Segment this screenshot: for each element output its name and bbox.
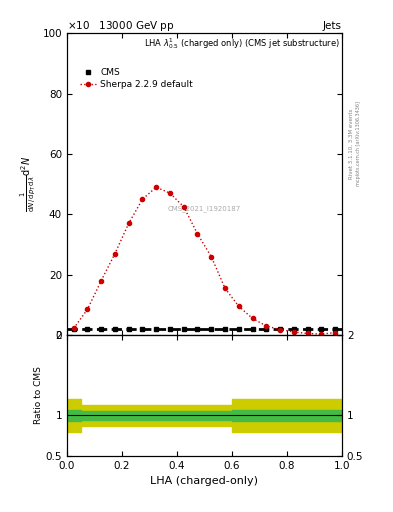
Sherpa 2.2.9 default bbox=[305, 330, 310, 336]
CMS bbox=[99, 326, 104, 332]
Sherpa 2.2.9 default bbox=[333, 330, 338, 336]
Sherpa 2.2.9 default bbox=[250, 315, 255, 322]
Text: mcplots.cern.ch [arXiv:1306.3436]: mcplots.cern.ch [arXiv:1306.3436] bbox=[356, 101, 361, 186]
CMS bbox=[305, 326, 310, 332]
Sherpa 2.2.9 default bbox=[264, 323, 269, 329]
CMS bbox=[127, 326, 131, 332]
CMS bbox=[195, 326, 200, 332]
Sherpa 2.2.9 default bbox=[237, 303, 241, 309]
CMS bbox=[333, 326, 338, 332]
CMS bbox=[278, 326, 283, 332]
Text: LHA $\lambda^{1}_{0.5}$ (charged only) (CMS jet substructure): LHA $\lambda^{1}_{0.5}$ (charged only) (… bbox=[144, 36, 340, 51]
CMS bbox=[222, 326, 227, 332]
CMS bbox=[250, 326, 255, 332]
Sherpa 2.2.9 default bbox=[278, 327, 283, 333]
CMS bbox=[182, 326, 186, 332]
Sherpa 2.2.9 default bbox=[140, 196, 145, 202]
Line: Sherpa 2.2.9 default: Sherpa 2.2.9 default bbox=[72, 185, 337, 336]
Sherpa 2.2.9 default bbox=[113, 250, 118, 257]
Sherpa 2.2.9 default bbox=[154, 184, 159, 190]
Sherpa 2.2.9 default bbox=[168, 190, 173, 196]
CMS bbox=[209, 326, 214, 332]
Legend: CMS, Sherpa 2.2.9 default: CMS, Sherpa 2.2.9 default bbox=[79, 68, 193, 89]
CMS bbox=[154, 326, 159, 332]
CMS bbox=[168, 326, 173, 332]
Y-axis label: Ratio to CMS: Ratio to CMS bbox=[34, 367, 43, 424]
X-axis label: LHA (charged-only): LHA (charged-only) bbox=[151, 476, 258, 486]
Sherpa 2.2.9 default bbox=[292, 329, 296, 335]
CMS bbox=[85, 326, 90, 332]
Sherpa 2.2.9 default bbox=[222, 285, 227, 291]
Sherpa 2.2.9 default bbox=[72, 325, 76, 331]
Text: Jets: Jets bbox=[323, 21, 342, 31]
Line: CMS: CMS bbox=[71, 327, 338, 331]
Sherpa 2.2.9 default bbox=[127, 220, 131, 226]
Sherpa 2.2.9 default bbox=[195, 231, 200, 237]
CMS bbox=[237, 326, 241, 332]
Y-axis label: $\frac{1}{\mathrm{d}N\,/\,\mathrm{d}p_T\,\mathrm{d}\lambda}\mathrm{d}^2N$: $\frac{1}{\mathrm{d}N\,/\,\mathrm{d}p_T\… bbox=[19, 156, 38, 212]
CMS bbox=[319, 326, 324, 332]
Text: CMS_2021_I1920187: CMS_2021_I1920187 bbox=[168, 205, 241, 211]
Text: $\times 10$   13000 GeV pp: $\times 10$ 13000 GeV pp bbox=[67, 19, 174, 33]
CMS bbox=[140, 326, 145, 332]
Sherpa 2.2.9 default bbox=[85, 306, 90, 312]
Sherpa 2.2.9 default bbox=[319, 331, 324, 337]
Sherpa 2.2.9 default bbox=[99, 278, 104, 284]
Sherpa 2.2.9 default bbox=[182, 204, 186, 210]
CMS bbox=[72, 326, 76, 332]
Sherpa 2.2.9 default bbox=[209, 253, 214, 260]
CMS bbox=[113, 326, 118, 332]
Text: Rivet 3.1.10, 3.3M events: Rivet 3.1.10, 3.3M events bbox=[349, 108, 354, 179]
CMS bbox=[264, 326, 269, 332]
CMS bbox=[292, 326, 296, 332]
